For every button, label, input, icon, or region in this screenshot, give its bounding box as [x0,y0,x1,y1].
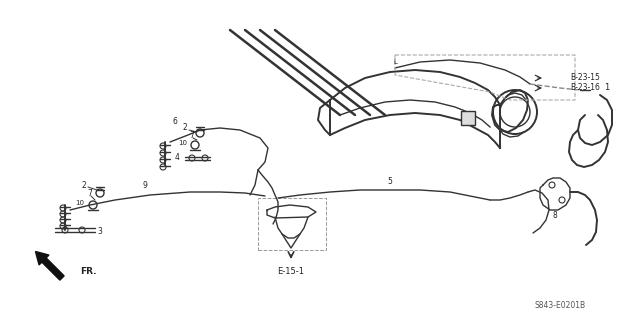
Text: 10: 10 [76,200,84,206]
Text: 8: 8 [552,211,557,219]
Text: 3: 3 [97,227,102,236]
Text: B-23-16: B-23-16 [570,84,600,93]
Text: S843-E0201B: S843-E0201B [534,300,586,309]
Text: 2: 2 [82,181,86,189]
Text: L: L [393,59,397,65]
Text: 6: 6 [173,117,177,127]
Text: 1: 1 [604,84,610,93]
Text: 7: 7 [189,131,195,140]
Bar [258,198,326,250]
Text: 4: 4 [175,152,179,161]
Text: E-15-1: E-15-1 [278,268,305,277]
Text: 9: 9 [143,182,147,190]
Text: 7: 7 [88,189,92,197]
Text: B-23-15: B-23-15 [570,73,600,83]
Text: FR.: FR. [80,268,97,277]
Text: 10: 10 [179,140,188,146]
Text: 2: 2 [182,123,188,132]
Text: 5: 5 [388,177,392,187]
FancyArrow shape [35,251,64,280]
Bar [461,111,475,125]
